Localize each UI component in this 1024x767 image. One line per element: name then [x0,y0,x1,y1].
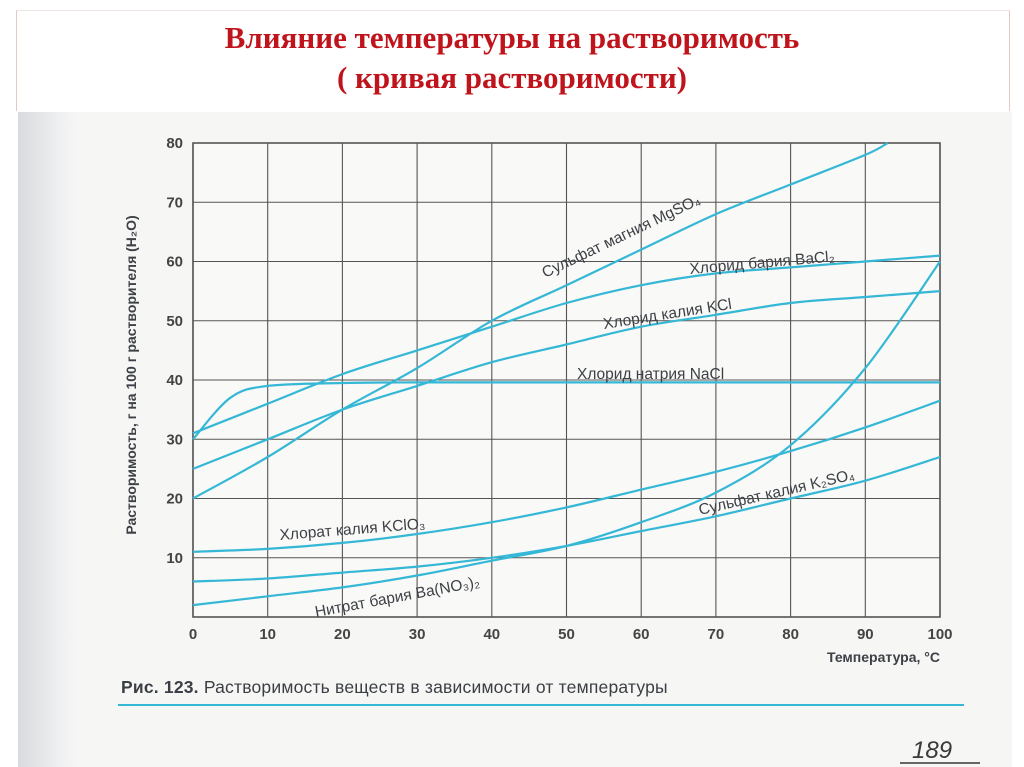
y-tick-label: 50 [166,313,183,330]
page-number: 189 [912,737,953,764]
caption-text: Растворимость веществ в зависимости от т… [203,677,668,697]
kclo3-curve [192,399,941,553]
y-tick-label: 80 [166,135,183,152]
y-tick-label: 40 [166,372,183,389]
x-tick-label: 80 [782,626,799,643]
title-line-2: ( кривая растворимости) [336,60,688,95]
caption-underline [118,704,964,706]
x-tick-label: 10 [259,626,276,643]
y-axis-title: Растворимость, г на 100 г растворителя (… [123,215,139,534]
scan-shadow [18,112,78,767]
nacl-curve [192,381,940,441]
x-tick-label: 90 [857,626,874,643]
y-tick-label: 60 [166,254,183,271]
x-tick-label: 60 [633,626,650,643]
x-tick-label: 0 [189,626,197,643]
page-number-rule [900,762,980,764]
y-tick-label: 30 [166,431,183,448]
x-tick-label: 50 [558,626,575,643]
x-tick-label: 70 [708,626,725,643]
y-tick-label: 10 [166,550,183,567]
caption-prefix: Рис. 123. [121,677,199,697]
y-tick-label: 20 [166,491,183,508]
x-tick-label: 100 [927,626,952,643]
x-tick-label: 30 [409,626,426,643]
kcl-curve [192,290,941,470]
x-axis-title: Температура, °C [827,649,940,665]
bano32-curve [192,260,941,607]
figure-caption: Рис. 123. Растворимость веществ в зависи… [121,677,668,698]
nacl-label: Хлорид натрия NaCl [577,366,724,383]
y-tick-label: 70 [166,194,183,211]
slide-title: Влияние температуры на растворимость ( к… [0,18,1024,98]
mgso4-curve [192,142,889,500]
x-tick-label: 40 [483,626,500,643]
slide-frame [16,10,1010,111]
x-tick-label: 20 [334,626,351,643]
title-line-1: Влияние температуры на растворимость [224,20,800,55]
